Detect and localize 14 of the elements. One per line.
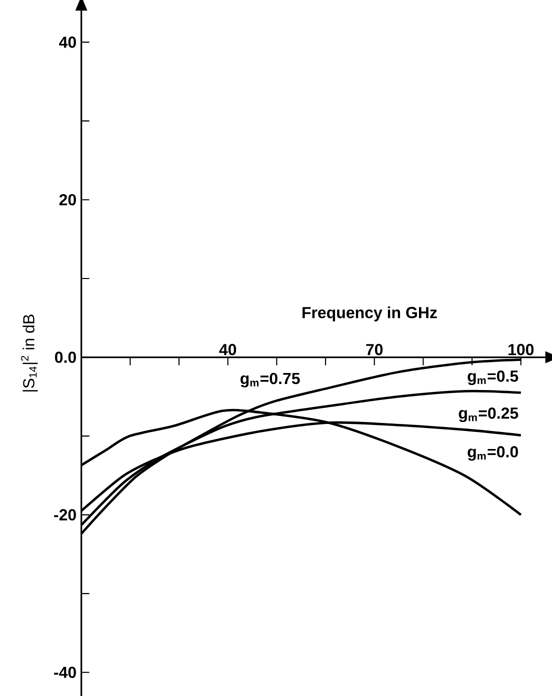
x-tick-label: 100 bbox=[508, 344, 534, 356]
series-label: g$_{m}$=0.0 bbox=[468, 446, 518, 461]
y-axis-title: |S$_{14}$|$^{2}$ in dB bbox=[21, 314, 38, 392]
x-tick-label: 70 bbox=[366, 344, 383, 356]
series-label: g$_{m}$=0.75 bbox=[240, 372, 300, 388]
y-tick-label: 20 bbox=[59, 194, 76, 206]
y-tick-label: -40 bbox=[54, 666, 76, 678]
y-tick-label: 40 bbox=[59, 36, 76, 48]
series-label: g$_{m}$=0.25 bbox=[458, 408, 518, 422]
y-tick-label: -20 bbox=[54, 509, 76, 520]
x-axis-title: Frequency in GHz bbox=[302, 306, 437, 322]
x-tick-label: 40 bbox=[219, 344, 236, 356]
y-tick-label: 0.0 bbox=[55, 352, 76, 363]
series-label: g$_{m}$=0.5 bbox=[468, 370, 518, 386]
